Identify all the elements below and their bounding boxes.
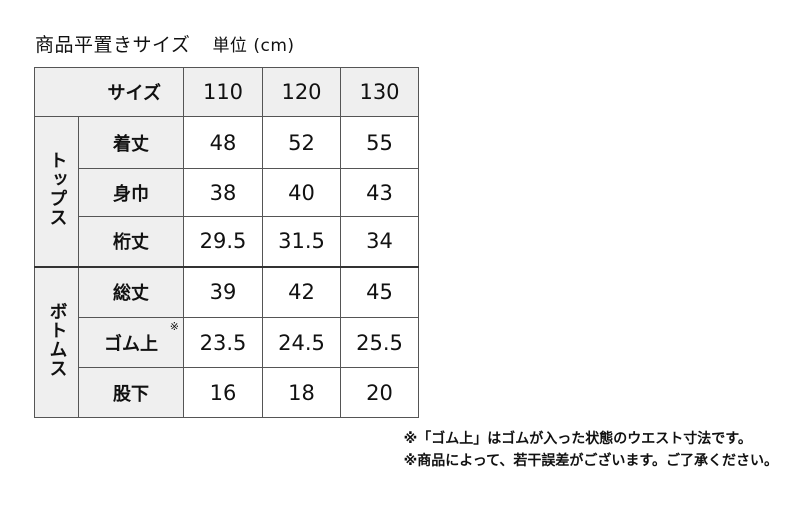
note-tolerance: ※商品によって、若干誤差がございます。ご了承ください。 xyxy=(403,453,778,469)
note-mark: ※ xyxy=(169,320,179,333)
cell: 40 xyxy=(262,168,341,217)
header-row: サイズ 110 120 130 xyxy=(34,67,419,117)
cell: 25.5 xyxy=(340,317,419,368)
row-label: ゴム上 xyxy=(104,333,158,355)
cell: 16 xyxy=(183,367,263,418)
notes: ※「ゴム上」はゴムが入った状態のウエスト寸法です。 ※商品によって、若干誤差がご… xyxy=(404,428,778,472)
row-label: 股下 xyxy=(78,367,184,418)
row-label: 身巾 xyxy=(78,168,184,217)
cell: 39 xyxy=(183,265,263,318)
unit-label: 単位 (cm) xyxy=(212,36,295,56)
title-text: 商品平置きサイズ xyxy=(35,34,191,56)
row-label: 桁丈 xyxy=(78,216,184,267)
row-label-with-mark: ゴム上 ※ xyxy=(78,317,184,368)
cell: 43 xyxy=(340,168,419,217)
cell: 24.5 xyxy=(262,317,341,368)
row-label: 総丈 xyxy=(78,265,184,318)
cell: 55 xyxy=(340,116,419,169)
cell: 29.5 xyxy=(183,216,263,267)
table-row: ゴム上 ※ 23.5 24.5 25.5 xyxy=(35,317,419,368)
cell: 20 xyxy=(340,367,419,418)
table-row: 股下 16 18 20 xyxy=(35,367,419,418)
table-row: トップス 着丈 48 52 55 xyxy=(34,116,419,267)
size-table: サイズ 110 120 130 トップス 着丈 48 52 55 身巾 38 4… xyxy=(34,67,419,418)
group-label: ボトムス xyxy=(46,301,68,378)
cell: 48 xyxy=(183,116,263,169)
group-label: トップス xyxy=(46,150,68,227)
cell: 52 xyxy=(262,116,341,169)
cell: 31.5 xyxy=(262,216,341,267)
size-120: 120 xyxy=(262,67,341,117)
cell: 34 xyxy=(340,216,419,267)
group-bottoms: ボトムス xyxy=(34,265,79,418)
cell: 42 xyxy=(262,265,341,318)
cell: 23.5 xyxy=(183,317,263,368)
row-label: 着丈 xyxy=(78,116,184,169)
size-header: サイズ xyxy=(34,67,184,117)
page-title: 商品平置きサイズ 単位 (cm) xyxy=(35,30,295,57)
group-tops: トップス xyxy=(34,116,79,267)
table-row: 身巾 38 40 43 xyxy=(35,168,419,217)
cell: 38 xyxy=(183,168,263,217)
table-row: 桁丈 29.5 31.5 34 xyxy=(35,216,419,267)
cell: 45 xyxy=(340,265,419,318)
size-130: 130 xyxy=(340,67,419,117)
table-row: ボトムス 総丈 39 42 45 xyxy=(34,265,419,418)
cell: 18 xyxy=(262,367,341,418)
note-elastic: ※「ゴム上」はゴムが入った状態のウエスト寸法です。 xyxy=(403,431,752,447)
size-110: 110 xyxy=(183,67,263,117)
